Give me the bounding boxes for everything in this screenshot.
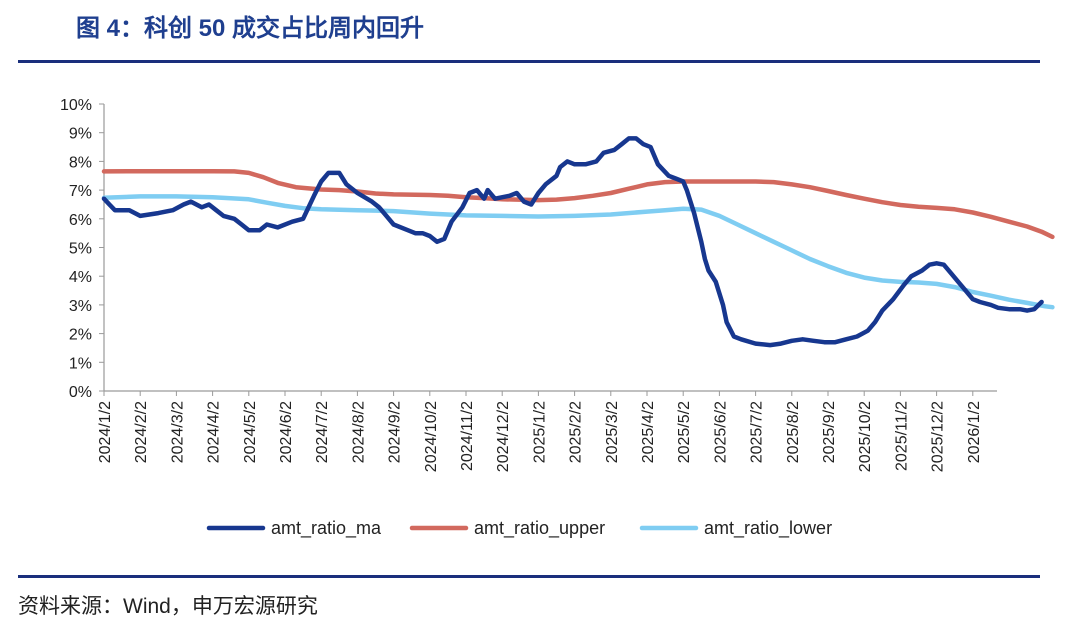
x-tick-label: 2025/2/2 xyxy=(568,401,585,463)
legend-label-amt-ratio-lower: amt_ratio_lower xyxy=(704,518,832,539)
x-tick-label: 2025/9/2 xyxy=(821,401,838,463)
y-tick-label: 9% xyxy=(69,126,92,143)
series-line-amt-ratio-lower xyxy=(101,194,1055,310)
y-tick-label: 3% xyxy=(69,298,92,315)
x-tick-label: 2024/10/2 xyxy=(423,401,440,472)
footer-divider xyxy=(18,575,1040,578)
legend-label-amt-ratio-ma: amt_ratio_ma xyxy=(271,518,382,539)
y-tick-label: 7% xyxy=(69,183,92,200)
series-line-amt-ratio-upper xyxy=(101,168,1055,240)
x-tick-label: 2024/9/2 xyxy=(387,401,404,463)
y-tick-label: 0% xyxy=(69,384,92,401)
x-tick-label: 2024/12/2 xyxy=(495,401,512,472)
x-tick-label: 2025/11/2 xyxy=(893,401,910,471)
y-tick-label: 2% xyxy=(69,327,92,344)
source-note: 资料来源：Wind，申万宏源研究 xyxy=(18,595,318,618)
x-tick-label: 2024/8/2 xyxy=(350,401,367,463)
x-tick-label: 2024/11/2 xyxy=(459,401,476,471)
y-tick-label: 6% xyxy=(69,212,92,229)
x-tick-label: 2024/4/2 xyxy=(206,401,223,463)
x-tick-label: 2025/6/2 xyxy=(712,401,729,463)
y-tick-label: 5% xyxy=(69,241,92,258)
chart-lines xyxy=(101,136,1055,348)
x-tick-label: 2024/2/2 xyxy=(133,401,150,463)
x-tick-label: 2024/5/2 xyxy=(242,401,259,463)
x-tick-label: 2024/6/2 xyxy=(278,401,295,463)
x-tick-label: 2025/5/2 xyxy=(676,401,693,463)
line-chart: 0% 1% 2% 3% 4% 5% 6% 7% 8% 9% 10% 2024/1/2 2024/2/2 2… xyxy=(60,97,1055,539)
y-tick-label: 4% xyxy=(69,269,92,286)
legend-label-amt-ratio-upper: amt_ratio_upper xyxy=(474,518,605,539)
x-tick-label: 2025/1/2 xyxy=(531,401,548,463)
page-title: 图 4：科创 50 成交占比周内回升 xyxy=(76,15,425,42)
x-tick-label: 2025/7/2 xyxy=(749,401,766,463)
x-tick-label: 2026/1/2 xyxy=(966,401,983,463)
x-tick-label: 2025/3/2 xyxy=(604,401,621,463)
x-tick-label: 2025/8/2 xyxy=(785,401,802,463)
y-tick-label: 1% xyxy=(69,355,92,372)
y-tick-label: 8% xyxy=(69,154,92,171)
y-tick-label: 10% xyxy=(60,97,92,114)
chart-legend: amt_ratio_ma amt_ratio_upper amt_ratio_low… xyxy=(206,518,832,539)
series-line-amt-ratio-ma xyxy=(101,136,1044,348)
x-tick-label: 2024/1/2 xyxy=(97,401,114,463)
title-divider xyxy=(18,60,1040,63)
x-tick-label: 2024/7/2 xyxy=(314,401,331,463)
chart-axes: 0% 1% 2% 3% 4% 5% 6% 7% 8% 9% 10% 2024/1/2 2024/2/2 2… xyxy=(60,97,997,472)
x-tick-label: 2025/12/2 xyxy=(930,401,947,472)
x-tick-label: 2025/4/2 xyxy=(640,401,657,463)
x-tick-label: 2025/10/2 xyxy=(857,401,874,472)
x-tick-label: 2024/3/2 xyxy=(169,401,186,463)
